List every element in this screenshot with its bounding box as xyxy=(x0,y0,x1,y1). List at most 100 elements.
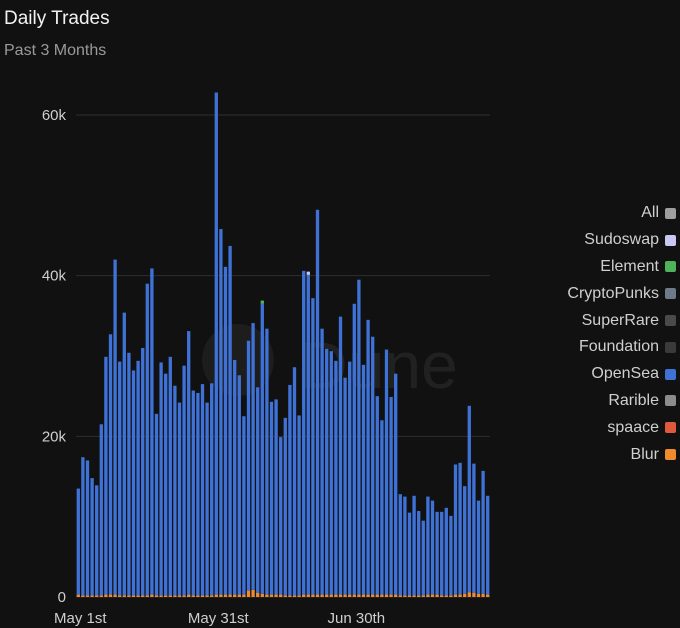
bar-opensea[interactable] xyxy=(292,367,297,596)
bar-blur[interactable] xyxy=(384,594,389,597)
bar-opensea[interactable] xyxy=(191,390,195,596)
bar-blur[interactable] xyxy=(449,595,453,597)
bar-opensea[interactable] xyxy=(334,360,338,595)
legend-item-foundation[interactable]: Foundation xyxy=(579,334,676,361)
bar-blur[interactable] xyxy=(283,595,287,597)
bar-opensea[interactable] xyxy=(131,370,136,596)
bar-opensea[interactable] xyxy=(113,259,117,595)
bar-opensea[interactable] xyxy=(251,323,255,590)
bar-blur[interactable] xyxy=(251,589,255,597)
bar-blur[interactable] xyxy=(145,595,149,597)
bar-blur[interactable] xyxy=(325,594,329,597)
legend-item-rarible[interactable]: Rarible xyxy=(608,388,676,415)
bar-opensea[interactable] xyxy=(136,360,140,596)
bar-blur[interactable] xyxy=(219,594,223,597)
bar-blur[interactable] xyxy=(191,595,195,597)
bar-opensea[interactable] xyxy=(306,274,310,595)
bar-blur[interactable] xyxy=(164,595,168,597)
bar-opensea[interactable] xyxy=(164,373,168,596)
bar-blur[interactable] xyxy=(371,594,375,597)
bar-opensea[interactable] xyxy=(108,334,113,595)
bar-opensea[interactable] xyxy=(168,356,172,596)
bar-opensea[interactable] xyxy=(85,460,90,596)
bar-opensea[interactable] xyxy=(329,351,333,595)
bar-blur[interactable] xyxy=(81,595,85,597)
bar-blur[interactable] xyxy=(306,594,310,597)
bar-opensea[interactable] xyxy=(260,303,264,594)
bar-blur[interactable] xyxy=(95,595,99,597)
bar-opensea[interactable] xyxy=(449,515,453,596)
bar-opensea[interactable] xyxy=(76,488,80,595)
bar-opensea[interactable] xyxy=(348,361,352,595)
bar-opensea[interactable] xyxy=(398,494,402,596)
bar-blur[interactable] xyxy=(426,594,430,597)
bar-blur[interactable] xyxy=(127,595,131,597)
bar-opensea[interactable] xyxy=(242,416,246,595)
legend-item-opensea[interactable]: OpenSea xyxy=(591,361,676,388)
bar-opensea[interactable] xyxy=(440,511,444,596)
bar-opensea[interactable] xyxy=(95,485,99,596)
bar-opensea[interactable] xyxy=(380,420,384,595)
bar-blur[interactable] xyxy=(334,594,338,597)
bar-blur[interactable] xyxy=(403,595,407,597)
bar-opensea[interactable] xyxy=(476,500,481,594)
bar-blur[interactable] xyxy=(366,594,370,597)
legend-item-sudoswap[interactable]: Sudoswap xyxy=(584,227,676,254)
bar-opensea[interactable] xyxy=(150,268,154,595)
bar-blur[interactable] xyxy=(444,595,448,597)
bar-opensea[interactable] xyxy=(430,500,435,595)
bar-opensea[interactable] xyxy=(407,512,412,596)
bar-blur[interactable] xyxy=(302,594,306,597)
bar-blur[interactable] xyxy=(196,595,200,597)
bar-blur[interactable] xyxy=(292,595,297,597)
bar-blur[interactable] xyxy=(380,594,384,597)
bar-opensea[interactable] xyxy=(458,462,462,595)
bar-blur[interactable] xyxy=(361,594,366,597)
bar-opensea[interactable] xyxy=(237,375,241,595)
bar-opensea[interactable] xyxy=(279,437,283,595)
bar-opensea[interactable] xyxy=(467,405,471,593)
bar-blur[interactable] xyxy=(407,595,412,597)
bar-blur[interactable] xyxy=(453,594,458,597)
bar-opensea[interactable] xyxy=(159,362,163,596)
bar-blur[interactable] xyxy=(154,595,159,597)
bar-blur[interactable] xyxy=(99,595,103,597)
bar-opensea[interactable] xyxy=(200,384,205,596)
bar-opensea[interactable] xyxy=(394,373,398,595)
bar-blur[interactable] xyxy=(131,595,136,597)
bar-blur[interactable] xyxy=(279,594,283,597)
bar-blur[interactable] xyxy=(463,593,467,597)
bar-opensea[interactable] xyxy=(196,392,200,596)
bar-opensea[interactable] xyxy=(219,229,223,595)
bar-opensea[interactable] xyxy=(90,478,94,596)
bar-blur[interactable] xyxy=(269,594,274,597)
bar-opensea[interactable] xyxy=(154,413,159,596)
bar-blur[interactable] xyxy=(223,594,228,597)
bar-opensea[interactable] xyxy=(417,511,421,596)
bar-opensea[interactable] xyxy=(99,424,103,596)
bar-blur[interactable] xyxy=(320,594,324,597)
bar-opensea[interactable] xyxy=(233,360,237,595)
bar-opensea[interactable] xyxy=(486,495,490,595)
bar-opensea[interactable] xyxy=(118,361,122,596)
bar-opensea[interactable] xyxy=(127,352,131,596)
bar-opensea[interactable] xyxy=(357,279,361,595)
bar-blur[interactable] xyxy=(315,594,320,597)
bar-opensea[interactable] xyxy=(122,312,126,596)
bar-blur[interactable] xyxy=(228,594,232,597)
bar-opensea[interactable] xyxy=(421,520,425,596)
bar-element[interactable] xyxy=(260,300,264,304)
bar-blur[interactable] xyxy=(256,592,260,597)
bar-opensea[interactable] xyxy=(315,209,320,595)
bar-blur[interactable] xyxy=(210,595,214,597)
bar-opensea[interactable] xyxy=(182,365,186,596)
legend-item-superrare[interactable]: SuperRare xyxy=(582,307,676,334)
bar-blur[interactable] xyxy=(260,593,264,597)
bar-sudoswap[interactable] xyxy=(306,271,310,275)
bar-blur[interactable] xyxy=(417,595,421,597)
bar-opensea[interactable] xyxy=(352,303,356,595)
bar-opensea[interactable] xyxy=(274,399,278,595)
bar-opensea[interactable] xyxy=(463,486,467,594)
bar-blur[interactable] xyxy=(108,594,113,597)
bar-blur[interactable] xyxy=(246,590,251,597)
